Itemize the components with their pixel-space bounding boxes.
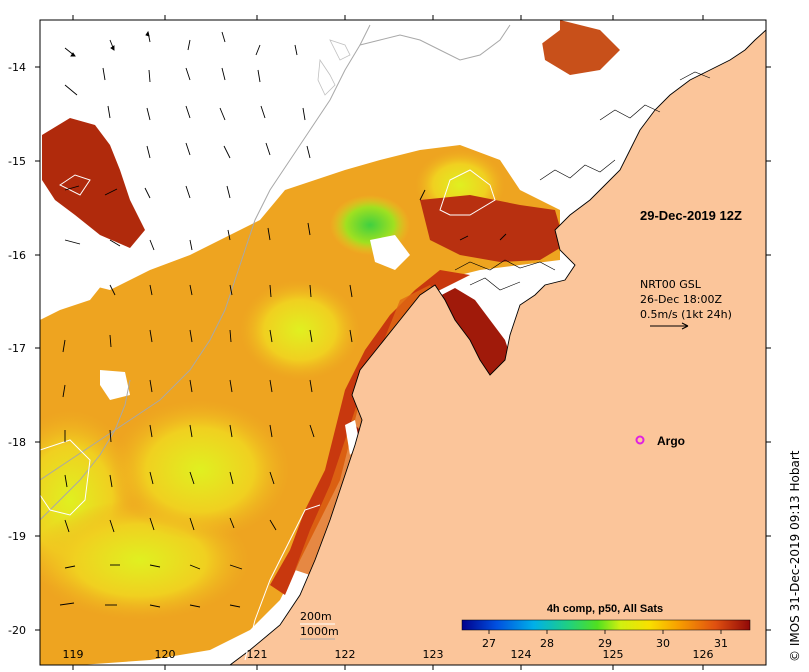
contour-1000m-label: 1000m: [300, 625, 339, 638]
lon-tick-126: 126: [693, 648, 714, 661]
lat-tick-16: -16: [8, 249, 26, 262]
land: [230, 20, 766, 665]
current-source-legend: NRT00 GSL 26-Dec 18:00Z 0.5m/s (1kt 24h): [640, 278, 732, 330]
plot-frame: [39, 19, 767, 666]
colorbar-tick-30: 30: [656, 637, 670, 650]
image-timestamp: 29-Dec-2019 12Z: [640, 208, 742, 223]
colorbar-title: 4h comp, p50, All Sats: [547, 603, 663, 615]
lon-tick-121: 121: [247, 648, 268, 661]
current-scale-label: 0.5m/s (1kt 24h): [640, 308, 732, 321]
lat-tick-20: -20: [8, 624, 26, 637]
axis-ticks: [35, 15, 771, 670]
lat-tick-labels: -14 -15 -16 -17 -18 -19 -20: [8, 61, 26, 637]
lat-tick-14: -14: [8, 61, 26, 74]
current-vectors: [59, 31, 507, 608]
lon-tick-119: 119: [63, 648, 84, 661]
colorbar-tick-27: 27: [482, 637, 496, 650]
nw-warm-patch: [42, 118, 145, 248]
colorbar-tick-31: 31: [714, 637, 728, 650]
lon-tick-120: 120: [155, 648, 176, 661]
lon-tick-123: 123: [423, 648, 444, 661]
lon-tick-124: 124: [511, 648, 532, 661]
lat-tick-18: -18: [8, 436, 26, 449]
ne-warm-patch: [420, 195, 565, 262]
imos-credit: © IMOS 31-Dec-2019 09:13 Hobart: [788, 450, 802, 662]
lat-tick-17: -17: [8, 342, 26, 355]
colorbar-tick-29: 29: [598, 637, 612, 650]
argo-label: Argo: [657, 434, 685, 448]
lat-tick-15: -15: [8, 155, 26, 168]
lon-tick-122: 122: [335, 648, 356, 661]
lon-tick-125: 125: [603, 648, 624, 661]
lat-tick-19: -19: [8, 530, 26, 543]
current-source-name: NRT00 GSL: [640, 278, 702, 291]
depth-contour-legend: 200m 1000m: [300, 610, 339, 640]
argo-float-marker[interactable]: [635, 435, 645, 445]
colorbar: 4h comp, p50, All Sats 27 28 29 30 31: [461, 603, 751, 650]
colorbar-gradient: [461, 619, 751, 631]
colorbar-tick-28: 28: [540, 637, 554, 650]
lon-tick-labels: 119 120 121 122 123 124 125 126: [63, 648, 714, 661]
contour-200m-label: 200m: [300, 610, 332, 623]
current-source-time: 26-Dec 18:00Z: [640, 293, 722, 306]
map-field: [40, 20, 766, 665]
